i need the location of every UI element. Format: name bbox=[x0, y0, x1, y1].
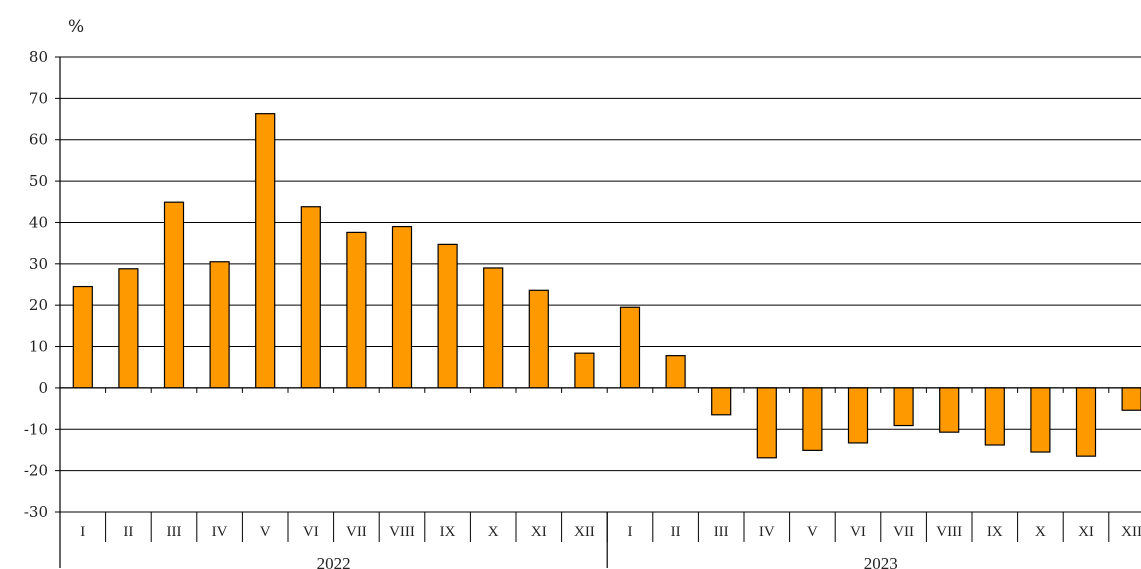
x-tick-label: II bbox=[671, 524, 681, 540]
bar bbox=[984, 387, 1005, 446]
x-tick-label: I bbox=[628, 524, 633, 540]
bar bbox=[528, 289, 549, 389]
bar bbox=[893, 387, 914, 427]
bar bbox=[1075, 387, 1097, 457]
y-axis-unit-label: % bbox=[68, 17, 84, 37]
bar bbox=[163, 201, 185, 389]
year-label: 2023 bbox=[864, 554, 898, 569]
bar bbox=[391, 225, 413, 389]
y-tick-label: -10 bbox=[24, 420, 48, 438]
bar bbox=[802, 387, 823, 451]
x-tick-label: III bbox=[714, 524, 729, 540]
x-tick-label: VI bbox=[850, 524, 866, 540]
x-tick-label: IV bbox=[212, 524, 228, 540]
bar bbox=[711, 387, 732, 416]
bar bbox=[346, 231, 367, 389]
y-tick-label: 50 bbox=[29, 172, 48, 190]
x-tick-label: II bbox=[123, 524, 133, 540]
bar bbox=[209, 261, 230, 389]
axes bbox=[59, 57, 1141, 568]
bars bbox=[72, 113, 1141, 459]
x-tick-label: VIII bbox=[389, 524, 415, 540]
bar bbox=[619, 306, 641, 389]
x-tick-label: X bbox=[488, 524, 499, 540]
x-axis-years: 2022 2023 bbox=[317, 554, 898, 569]
bar bbox=[756, 387, 777, 459]
x-tick-label: XI bbox=[531, 524, 547, 540]
bar bbox=[483, 267, 504, 389]
y-tick-label: 20 bbox=[29, 296, 48, 314]
x-tick-label: XII bbox=[574, 524, 595, 540]
x-tick-label: XI bbox=[1078, 524, 1094, 540]
year-label: 2022 bbox=[317, 554, 351, 569]
bar bbox=[255, 113, 276, 389]
y-tick-label: -30 bbox=[24, 503, 48, 521]
y-axis-ticks: 80 70 60 50 40 30 20 10 0 -10 -20 -30 bbox=[24, 48, 60, 521]
bar bbox=[574, 352, 595, 389]
x-tick-label: VI bbox=[303, 524, 319, 540]
bar bbox=[300, 206, 321, 389]
bar bbox=[847, 387, 869, 444]
y-tick-label: 70 bbox=[29, 89, 48, 107]
x-tick-label: VII bbox=[346, 524, 367, 540]
bar bbox=[939, 387, 960, 433]
bar bbox=[72, 285, 93, 389]
x-tick-label: IX bbox=[987, 524, 1003, 540]
y-tick-label: 60 bbox=[29, 131, 48, 149]
x-tick-label: III bbox=[167, 524, 182, 540]
y-tick-label: -20 bbox=[24, 462, 48, 480]
y-tick-label: 80 bbox=[29, 48, 48, 66]
x-tick-label: VIII bbox=[936, 524, 962, 540]
x-tick-label: IX bbox=[440, 524, 456, 540]
bar bbox=[118, 268, 139, 389]
bar bbox=[1121, 387, 1141, 411]
x-tick-label: I bbox=[80, 524, 85, 540]
x-tick-label: IV bbox=[759, 524, 775, 540]
bar bbox=[437, 243, 458, 389]
y-tick-label: 10 bbox=[29, 338, 48, 356]
x-tick-label: VII bbox=[893, 524, 914, 540]
y-tick-label: 0 bbox=[38, 379, 48, 397]
bar bbox=[1030, 387, 1051, 453]
y-tick-label: 30 bbox=[29, 255, 48, 273]
bar bbox=[665, 355, 686, 389]
x-tick-label: X bbox=[1035, 524, 1046, 540]
x-tick-label: V bbox=[260, 524, 271, 540]
x-tick-label: V bbox=[807, 524, 818, 540]
x-axis-categories: I II III IV V VI VII VIII IX X XI XII I II III IV V VI VII… bbox=[80, 524, 1141, 540]
y-tick-label: 40 bbox=[29, 213, 48, 231]
x-tick-label: XII bbox=[1121, 524, 1141, 540]
